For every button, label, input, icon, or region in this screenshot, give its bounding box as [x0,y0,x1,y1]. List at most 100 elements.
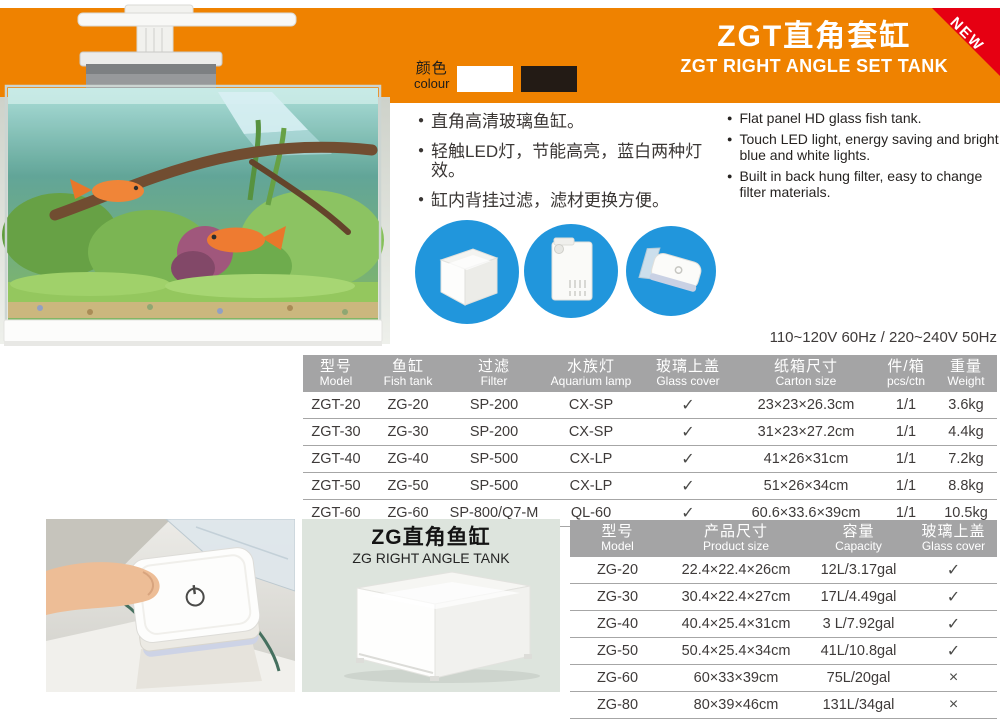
feature-item-cn: ● 缸内背挂过滤，滤材更换方便。 [418,191,718,211]
bullet-icon: ● [727,113,733,123]
touch-led-module [129,547,261,657]
table-cell: ZG-50 [570,637,665,666]
spec-header-cell: 鱼缸 Fish tank [369,355,447,393]
table-cell: ✓ [641,445,735,474]
size-table-header: 型号 Model 产品尺寸 Product size 容量 Capacity 玻璃上盖 Gla… [570,520,997,558]
new-ribbon: NEW [932,8,1000,76]
table-cell: CX-SP [541,418,641,447]
feature-text-en: Built in back hung filter, easy to chang… [739,167,983,201]
table-cell: 7.2kg [935,445,997,474]
table-cell: SP-500 [447,472,541,501]
size-table-body: ZG-20 22.4×22.4×26cm 12L/3.17gal ✓ ZG-30 30.4… [570,557,997,719]
back-hung-filter-icon [551,237,593,301]
table-cell: ZGT-40 [303,445,369,474]
touch-led-lamp-icon [638,247,702,292]
table-cell: ZGT-50 [303,472,369,501]
table-cell: 1/1 [877,472,935,501]
table-cell: 17L/4.49gal [807,583,910,612]
page-title: ZGT直角套缸 ZGT RIGHT ANGLE SET TANK [680,20,948,77]
table-cell: 1/1 [877,392,935,420]
size-table-row: ZG-40 40.4×25.4×31cm 3 L/7.92gal ✓ [570,610,997,639]
table-cell: × [910,691,997,719]
table-cell: ZGT-30 [303,418,369,447]
size-table-row: ZG-60 60×33×39cm 75L/20gal × [570,664,997,693]
ribbon-triangle [932,8,1000,76]
spec-header-cell: 玻璃上盖 Glass cover [641,355,735,393]
table-cell: 50.4×25.4×34cm [665,637,807,666]
spec-header-cell: 过滤 Filter [447,355,541,393]
bullet-icon: ● [727,170,733,181]
table-cell: 3.6kg [935,392,997,420]
product-photo-aquarium [0,0,390,356]
voltage-note: 110~120V 60Hz / 220~240V 50Hz [769,329,997,346]
feature-text-cn: 直角高清玻璃鱼缸。 [431,112,585,131]
table-cell: ZG-40 [369,445,447,474]
size-table-row: ZG-50 50.4×25.4×34cm 41L/10.8gal ✓ [570,637,997,666]
table-cell: ZG-60 [570,664,665,693]
spec-header-cell: 纸箱尺寸 Carton size [735,355,877,393]
feature-item-en: ● Built in back hung filter, easy to chan… [727,168,1000,201]
table-cell: ✓ [641,418,735,447]
table-cell: ZG-20 [369,392,447,420]
spec-table-row: ZGT-20 ZG-20 SP-200 CX-SP ✓ 23×23×26.3cm 1/1 3.… [303,392,997,420]
table-cell: × [910,664,997,693]
right-angle-tank-icon [439,248,499,306]
size-header-cell: 容量 Capacity [807,520,910,558]
size-table-row: ZG-30 30.4×22.4×27cm 17L/4.49gal ✓ [570,583,997,612]
table-cell: SP-200 [447,418,541,447]
table-cell: 51×26×34cm [735,472,877,501]
feature-item-en: ● Touch LED light, energy saving and brig… [727,131,1000,164]
table-cell: 41L/10.8gal [807,637,910,666]
table-cell: ZG-30 [369,418,447,447]
table-cell: ✓ [641,392,735,420]
feature-list-cn: ● 直角高清玻璃鱼缸。 ● 轻触LED灯，节能高亮，蓝白两种灯效。 ● 缸内背挂过滤，滤材… [418,112,718,220]
feature-list-en: ● Flat panel HD glass fish tank. ● Touch LE… [727,110,1000,205]
size-header-cell: 产品尺寸 Product size [665,520,807,558]
table-cell: ✓ [910,610,997,639]
table-cell: SP-500 [447,445,541,474]
colour-label-cn: 颜色 [415,60,448,77]
table-cell: 31×23×27.2cm [735,418,877,447]
spec-table-row: ZGT-40 ZG-40 SP-500 CX-LP ✓ 41×26×31cm 1/1 7.2k… [303,445,997,474]
size-header-cell: 型号 Model [570,520,665,558]
power-icon [185,584,205,607]
spec-header-row: 型号 Model 鱼缸 Fish tank 过滤 Filter 水族灯 Aquarium la… [303,355,997,393]
table-cell: 75L/20gal [807,664,910,693]
feature-circle-filter [524,224,618,318]
colour-label-en: colour [414,75,450,91]
sub-product-title-cn: ZG直角鱼缸 [371,526,491,549]
size-table: 型号 Model 产品尺寸 Product size 容量 Capacity 玻璃上盖 Gla… [570,520,997,719]
size-header-cell: 玻璃上盖 Glass cover [910,520,997,558]
goldfish-1 [70,179,144,202]
table-cell: SP-200 [447,392,541,420]
table-cell: ZG-80 [570,691,665,719]
table-cell: 80×39×46cm [665,691,807,719]
table-cell: CX-SP [541,392,641,420]
table-cell: 41×26×31cm [735,445,877,474]
table-cell: ✓ [910,557,997,585]
table-cell: 12L/3.17gal [807,557,910,585]
table-cell: ZGT-20 [303,392,369,420]
colour-label: 颜色 colour [414,61,449,90]
table-cell: ZG-50 [369,472,447,501]
feature-text-cn: 轻触LED灯，节能高亮，蓝白两种灯效。 [431,141,703,181]
spec-table: 型号 Model 鱼缸 Fish tank 过滤 Filter 水族灯 Aquarium la… [303,355,997,528]
table-cell: ZG-40 [570,610,665,639]
spec-header-cell: 水族灯 Aquarium lamp [541,355,641,393]
table-cell: CX-LP [541,472,641,501]
feature-item-en: ● Flat panel HD glass fish tank. [727,110,1000,127]
bullet-icon: ● [418,144,425,156]
table-cell: 1/1 [877,418,935,447]
feature-text-cn: 缸内背挂过滤，滤材更换方便。 [431,190,670,210]
table-cell: 30.4×22.4×27cm [665,583,807,612]
table-cell: 131L/34gal [807,691,910,719]
size-table-row: ZG-20 22.4×22.4×26cm 12L/3.17gal ✓ [570,557,997,585]
feature-circle-lamp [626,226,716,316]
bullet-icon: ● [418,193,425,205]
feature-circle-tank [415,220,519,324]
feature-item-cn: ● 直角高清玻璃鱼缸。 [418,112,718,132]
spec-table-row: ZGT-30 ZG-30 SP-200 CX-SP ✓ 31×23×27.2cm 1/1 4.… [303,418,997,447]
color-swatch-black [521,66,577,92]
spec-header-cell: 重量 Weight [935,355,997,393]
